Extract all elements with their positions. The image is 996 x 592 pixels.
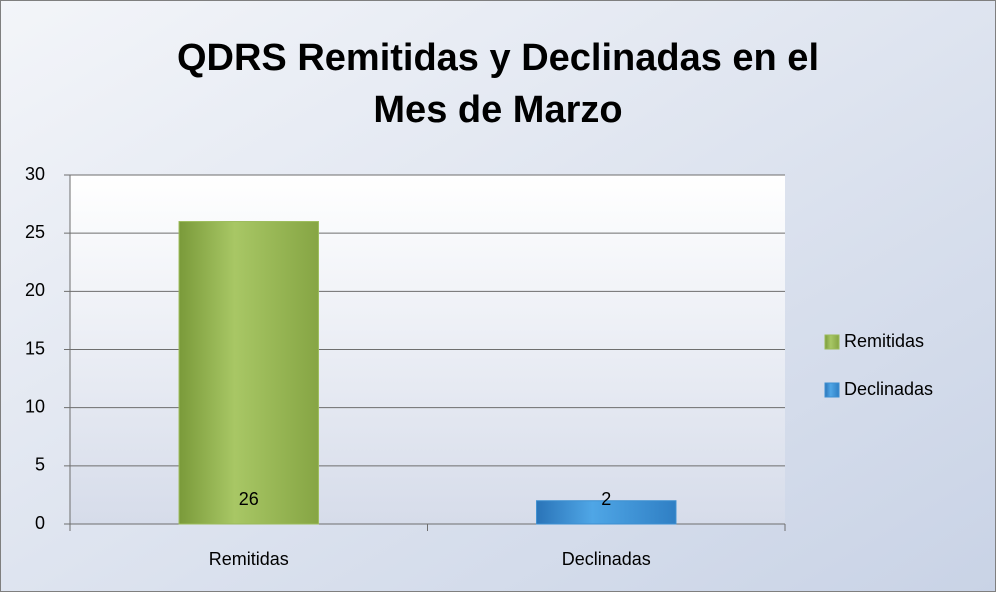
legend-label: Declinadas	[844, 379, 933, 399]
x-tick-label: Remitidas	[209, 549, 289, 569]
legend-label: Remitidas	[844, 331, 924, 351]
y-tick-label: 10	[25, 396, 45, 416]
bar	[178, 221, 319, 525]
x-tick-label: Declinadas	[562, 549, 651, 569]
y-tick-label: 25	[25, 222, 45, 242]
y-tick-label: 15	[25, 338, 45, 358]
y-tick-label: 5	[35, 455, 45, 475]
y-tick-label: 20	[25, 280, 45, 300]
data-label: 2	[601, 489, 611, 509]
y-tick-label: 30	[25, 164, 45, 184]
legend-swatch	[824, 334, 840, 350]
y-tick-label: 0	[35, 513, 45, 533]
chart-title: QDRS Remitidas y Declinadas en el Mes de…	[176, 37, 819, 131]
bar	[536, 500, 677, 525]
legend-swatch	[824, 382, 840, 398]
data-label: 26	[239, 489, 259, 509]
